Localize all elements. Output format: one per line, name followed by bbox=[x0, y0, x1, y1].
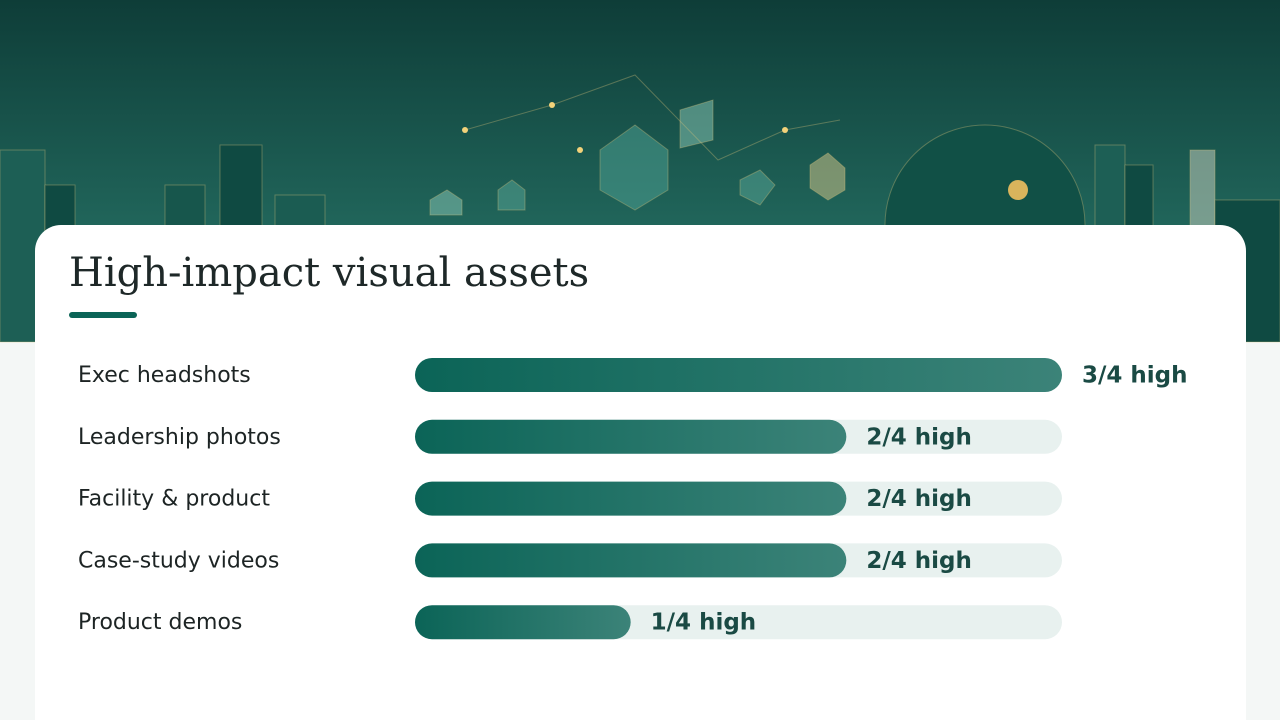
value-label: 3/4 high bbox=[1082, 363, 1188, 389]
title-underline bbox=[69, 312, 137, 318]
category-label: Exec headshots bbox=[78, 363, 251, 388]
category-label: Facility & product bbox=[78, 487, 270, 512]
bar bbox=[415, 543, 847, 578]
value-label: 2/4 high bbox=[866, 424, 972, 450]
bar bbox=[415, 605, 631, 640]
category-label: Product demos bbox=[78, 610, 242, 635]
chart-title: High-impact visual assets bbox=[69, 250, 589, 296]
category-label: Leadership photos bbox=[78, 425, 281, 450]
bar bbox=[415, 358, 1062, 392]
content-card bbox=[35, 225, 1246, 720]
value-label: 2/4 high bbox=[866, 486, 972, 512]
category-label: Case-study videos bbox=[78, 548, 279, 573]
value-label: 2/4 high bbox=[866, 548, 972, 574]
value-label: 1/4 high bbox=[651, 610, 757, 636]
bar bbox=[415, 419, 847, 454]
bar bbox=[415, 481, 847, 516]
